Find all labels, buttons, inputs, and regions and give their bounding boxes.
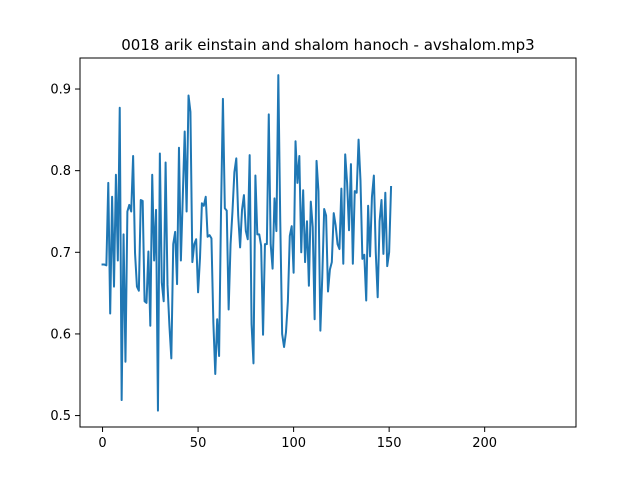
y-axis: 0.5 0.6 0.7 0.8 0.9 [50,83,80,424]
x-tick-label: 100 [281,436,306,451]
y-tick-label: 0.9 [50,83,71,98]
y-tick-label: 0.5 [50,409,71,424]
y-tick-label: 0.7 [50,246,71,261]
y-tick-label: 0.8 [50,164,71,179]
x-tick-label: 0 [98,436,106,451]
x-tick-label: 50 [190,436,207,451]
x-tick-label: 150 [377,436,402,451]
x-axis: 0 50 100 150 200 [98,427,497,451]
x-tick-label: 200 [472,436,497,451]
chart-title: 0018 arik einstain and shalom hanoch - a… [121,36,534,54]
series-line [101,74,393,412]
y-tick-label: 0.6 [50,327,71,342]
plot-frame [79,57,577,428]
